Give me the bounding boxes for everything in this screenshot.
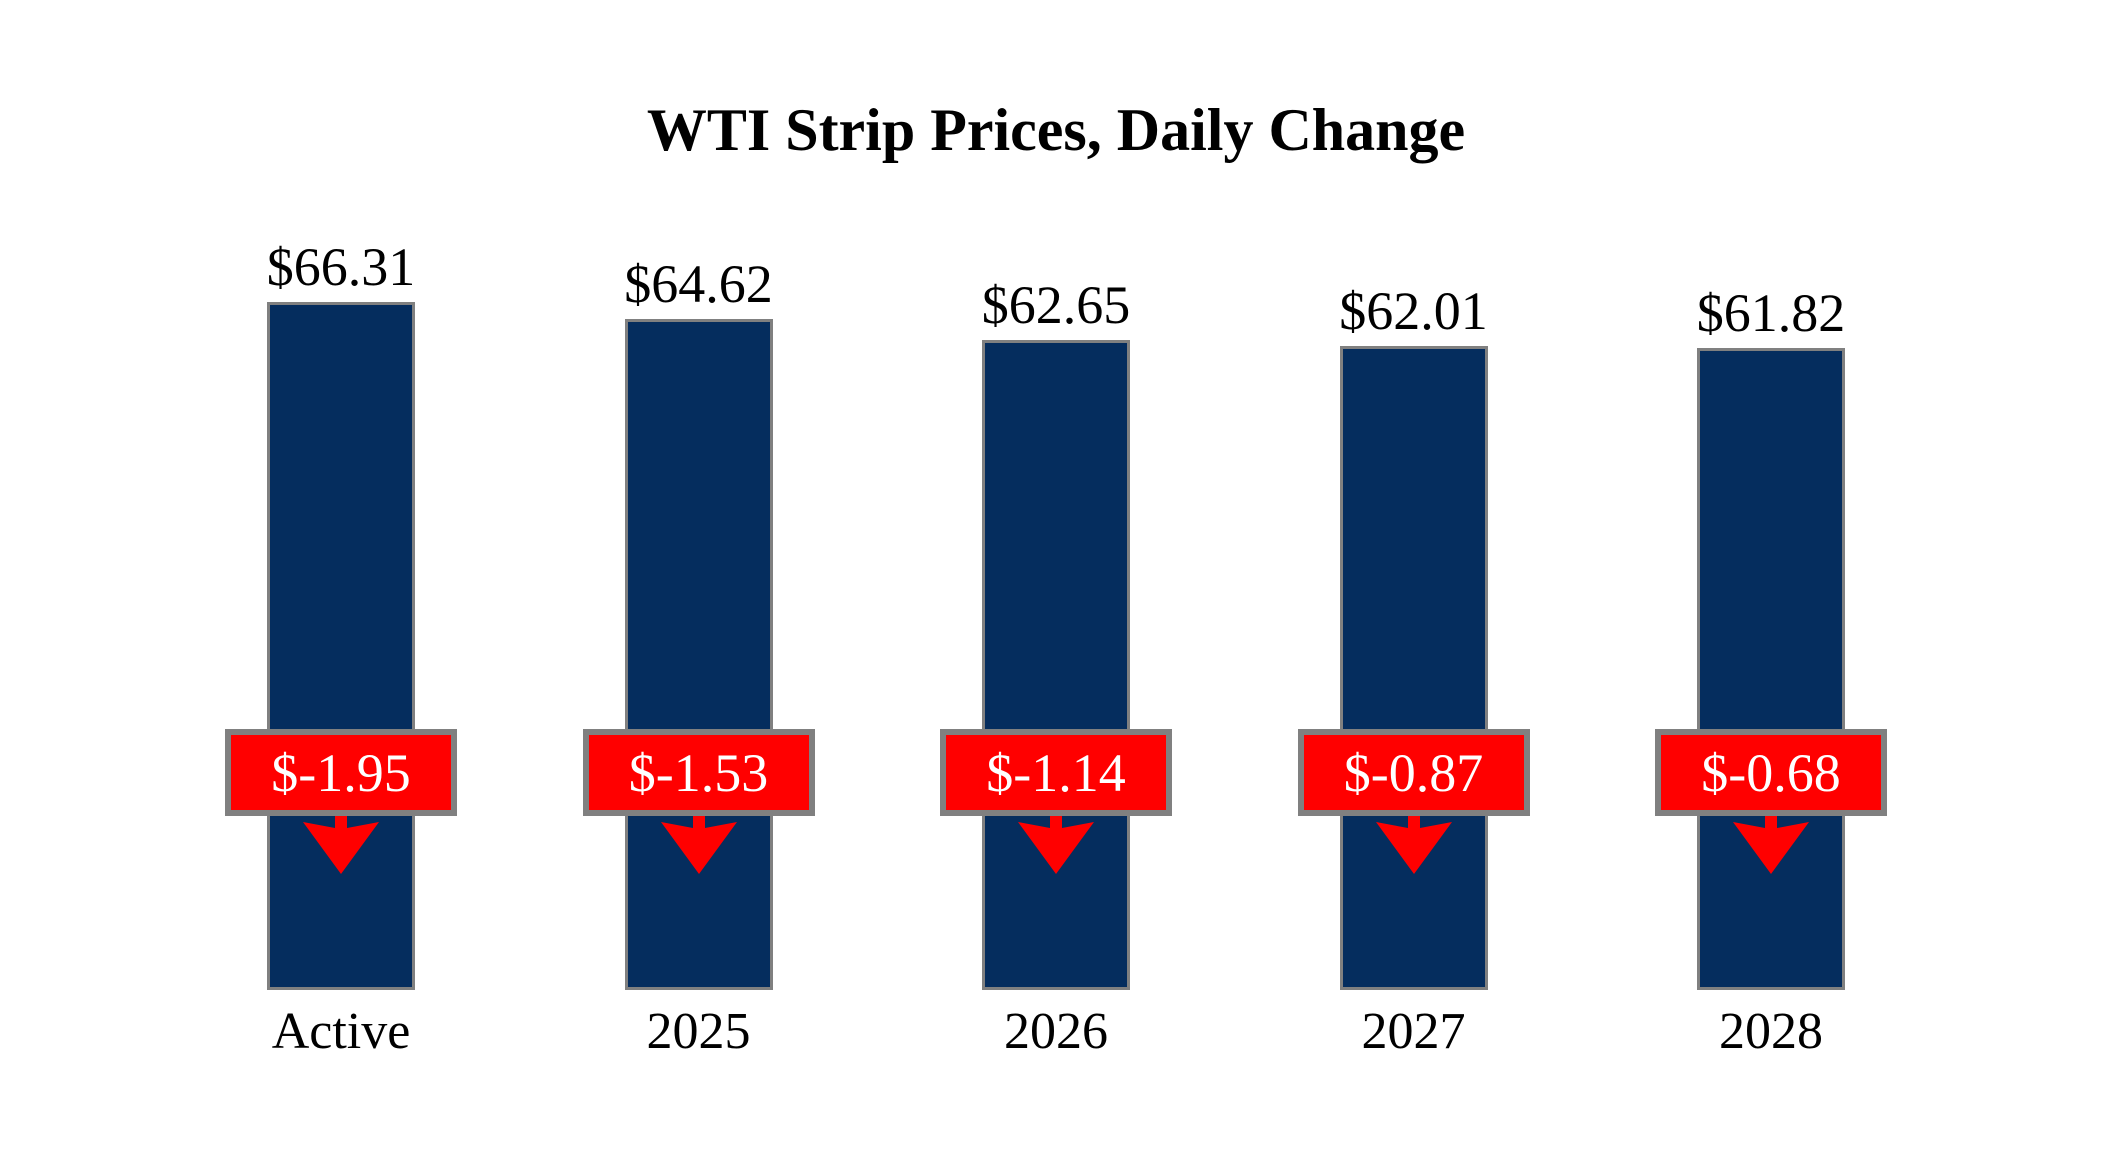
chart-title: WTI Strip Prices, Daily Change [646,97,1466,163]
category-label: Active [271,1003,411,1060]
bar [624,319,773,990]
bar-value-label: $62.01 [1339,281,1488,342]
down-arrow-icon [1018,814,1094,874]
daily-change-badge: $-0.87 [1297,729,1530,816]
bar [1339,346,1488,990]
down-arrow-icon [660,814,737,874]
daily-change-badge: $-0.68 [1655,729,1887,816]
daily-change-badge: $-1.14 [940,729,1172,816]
bar [1697,348,1845,990]
bar-value-label: $61.82 [1696,283,1846,344]
bar-value-label: $66.31 [266,236,416,297]
category-label: 2027 [1361,1003,1466,1060]
bar-value-label: $64.62 [624,254,773,315]
category-label: 2028 [1719,1003,1823,1060]
daily-change-badge: $-1.95 [225,729,457,816]
daily-change-badge: $-1.53 [582,729,815,816]
bar [982,339,1130,990]
down-arrow-icon [1375,814,1452,874]
bar-value-label: $62.65 [981,274,1131,335]
down-arrow-icon [1733,814,1809,874]
bar [267,301,415,990]
category-label: 2025 [646,1003,751,1060]
category-label: 2026 [1004,1003,1108,1060]
down-arrow-icon [303,814,379,874]
